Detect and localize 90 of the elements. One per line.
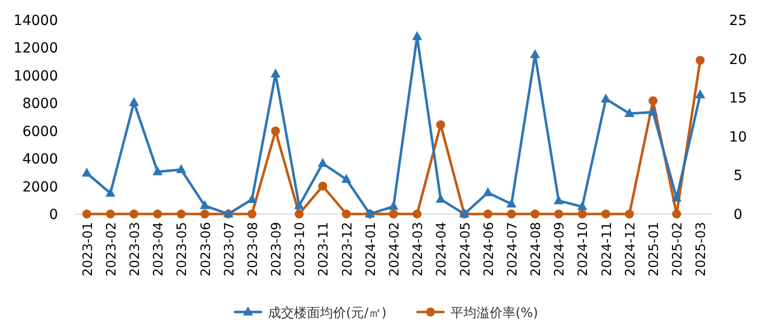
point [530,210,540,218]
point [436,194,446,203]
y2-tick-label: 10 [729,129,747,146]
y2-tick-label: 15 [729,90,747,107]
y2-tick-label: 20 [729,52,747,68]
y2-tick-label: 25 [729,13,747,29]
point [506,198,516,208]
x-tick-label: 2024-01 [364,222,379,276]
x-tick-label: 2023-09 [270,222,285,276]
point [176,164,186,174]
x-tick-label: 2024-09 [552,222,568,276]
point [601,210,610,218]
point [82,210,92,218]
point [342,210,351,218]
x-tick-label: 2024-11 [600,222,615,276]
x-tick-label: 2024-03 [411,222,426,276]
point [696,56,705,65]
point [412,210,422,218]
point [106,210,115,218]
legend-label: 成交楼面均价(元/㎡) [268,305,387,321]
point [483,210,492,218]
point [200,210,210,218]
x-tick-label: 2023-06 [198,222,214,276]
point [318,182,328,191]
point [318,158,328,167]
y2-tick-label: 5 [734,168,742,184]
point [412,31,422,40]
point [128,96,139,106]
point [530,49,540,58]
point [436,120,446,130]
x-tick-label: 2024-12 [623,222,638,276]
x-tick-label: 2023-05 [175,222,190,276]
y-tick-label: 4000 [22,152,58,168]
y-tick-label: 6000 [22,124,58,140]
x-tick-label: 2023-07 [222,222,238,276]
point [152,166,163,176]
x-tick-label: 2024-04 [434,222,450,276]
point [271,126,280,136]
x-tick-label: 2023-10 [293,222,308,276]
x-tick-label: 2023-12 [340,222,356,276]
point [648,106,658,116]
point [388,200,398,210]
y-tick-label: 8000 [22,96,58,112]
point [600,93,611,102]
point [270,68,281,78]
x-tick-label: 2025-01 [647,222,662,276]
x-tick-label: 2023-03 [128,222,143,276]
y2-tick-label: 0 [734,207,742,223]
point [341,174,352,183]
y-tick-label: 14000 [13,13,58,29]
point [129,210,138,218]
x-tick-label: 2023-11 [316,222,332,276]
point [695,89,706,98]
x-tick-label: 2023-02 [104,222,120,276]
x-tick-label: 2024-08 [529,222,544,276]
point [246,194,257,203]
x-tick-label: 2024-06 [482,222,497,276]
x-tick-label: 2023-08 [246,222,261,276]
x-tick-label: 2024-07 [505,222,520,276]
point [648,96,658,106]
point [294,210,304,218]
point [105,188,116,197]
y-tick-label: 0 [49,207,58,223]
y-tick-label: 10000 [13,68,58,84]
x-tick-label: 2025-03 [694,222,710,276]
point [577,201,588,210]
point [506,210,516,218]
point [624,108,634,118]
point [82,168,92,177]
point [578,210,587,218]
y-tick-label: 12000 [13,40,58,57]
point [247,210,256,218]
point [482,187,493,196]
point [672,210,682,218]
point [176,210,186,218]
point [554,195,564,204]
point [294,200,304,210]
x-tick-label: 2024-02 [388,222,402,276]
point [554,210,564,218]
point [200,200,210,210]
x-tick-label: 2024-10 [576,222,592,276]
x-tick-label: 2023-04 [152,222,167,276]
x-tick-label: 2023-01 [80,222,96,276]
x-tick-label: 2024-05 [458,222,474,276]
y-tick-label: 2000 [22,179,58,196]
x-tick-label: 2025-02 [670,222,686,276]
point [153,210,162,218]
legend-label: 平均溢价率(%) [450,305,538,321]
point [389,210,398,218]
point [624,210,634,218]
